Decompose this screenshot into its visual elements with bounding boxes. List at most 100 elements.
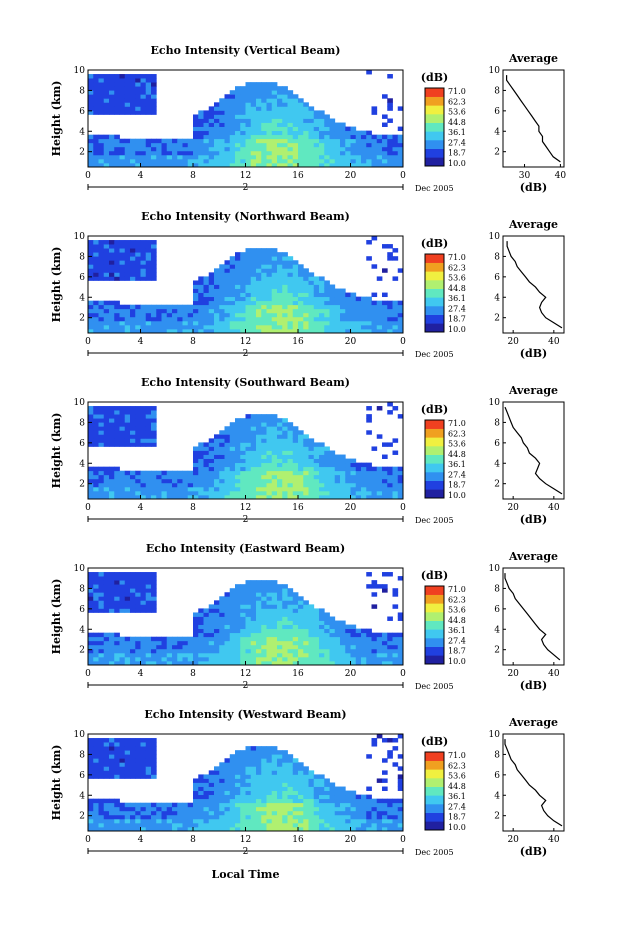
- colorbar-swatch: [425, 594, 444, 604]
- colorbar-swatch: [425, 603, 444, 613]
- colorbar-swatch: [425, 314, 444, 324]
- x-tick-label: 12: [240, 669, 251, 679]
- profile-line: [504, 406, 563, 495]
- colorbar-level: 27.4: [448, 470, 466, 479]
- colorbar-level: 27.4: [448, 304, 466, 313]
- profile-x-tick: 40: [548, 503, 560, 513]
- colorbar-swatch: [425, 655, 444, 665]
- colorbar-swatch: [425, 752, 444, 761]
- x-tick-label: 0: [400, 669, 406, 679]
- panel-title: Echo Intensity (Vertical Beam): [150, 44, 340, 57]
- profile-x-tick: 30: [519, 171, 531, 181]
- date-label: Dec 2005: [415, 848, 454, 857]
- y-tick-label: 4: [79, 459, 85, 469]
- profile-title: Average: [508, 52, 558, 65]
- colorbar-level: 36.1: [448, 792, 466, 801]
- profile-frame: [502, 733, 565, 832]
- profile-x-tick: 40: [548, 337, 560, 347]
- colorbar-swatch: [425, 646, 444, 656]
- colorbar-level: 44.8: [448, 118, 466, 127]
- panel-3: Echo Intensity (Eastward Beam) Height (km…: [50, 542, 565, 692]
- profile-y-tick: 10: [489, 66, 501, 76]
- colorbar-swatch: [425, 612, 444, 621]
- colorbar-level: 62.3: [448, 429, 466, 438]
- colorbar-level: 10.0: [448, 491, 466, 500]
- colorbar-level: 53.6: [448, 606, 466, 615]
- colorbar-swatch: [425, 821, 444, 831]
- date-label: Dec 2005: [415, 350, 454, 359]
- colorbar-swatch: [425, 489, 444, 499]
- heatmap-cells: [88, 70, 404, 168]
- colorbar-swatch: [425, 437, 444, 447]
- colorbar-swatch: [425, 323, 444, 333]
- profile-panel: Average 2 4 6 8 10 20 40(dB): [489, 384, 565, 526]
- colorbar-level: 18.7: [448, 813, 466, 822]
- x-axis-label: Local Time: [212, 868, 280, 881]
- panel-title: Echo Intensity (Southward Beam): [141, 376, 350, 389]
- y-axis-label: Height (km): [50, 745, 63, 821]
- y-tick-label: 10: [74, 66, 86, 76]
- colorbar: (dB)71.062.3 53.644.836.127.4 18.710.0: [421, 569, 466, 666]
- y-tick-label: 2: [79, 480, 85, 490]
- x-tick-label: 4: [138, 835, 144, 845]
- y-tick-label: 8: [79, 418, 85, 428]
- colorbar-level: 10.0: [448, 823, 466, 832]
- y-tick-label: 6: [79, 439, 85, 449]
- profile-y-tick: 6: [494, 771, 500, 781]
- profile-x-tick: 20: [507, 669, 519, 679]
- colorbar-level: 36.1: [448, 626, 466, 635]
- y-tick-label: 8: [79, 86, 85, 96]
- profile-x-label: (dB): [520, 513, 547, 526]
- y-tick-label: 10: [74, 730, 86, 740]
- x-tick-label: 12: [240, 503, 251, 513]
- colorbar-swatch: [425, 472, 444, 481]
- colorbar-level: 27.4: [448, 636, 466, 645]
- colorbar-level: 36.1: [448, 460, 466, 469]
- profile-y-tick: 2: [494, 314, 500, 324]
- colorbar-level: 36.1: [448, 294, 466, 303]
- profile-y-tick: 8: [494, 252, 500, 262]
- panel-title: Echo Intensity (Eastward Beam): [146, 542, 345, 555]
- colorbar-level: 44.8: [448, 450, 466, 459]
- day-marker: 2: [243, 515, 249, 525]
- y-tick-label: 8: [79, 750, 85, 760]
- colorbar-level: 18.7: [448, 481, 466, 490]
- colorbar: (dB)71.062.3 53.644.836.127.4 18.710.0: [421, 237, 466, 334]
- y-tick-label: 4: [79, 791, 85, 801]
- profile-x-tick: 40: [548, 669, 560, 679]
- profile-x-label: (dB): [520, 679, 547, 692]
- x-tick-label: 0: [85, 337, 91, 347]
- profile-y-tick: 2: [494, 148, 500, 158]
- y-tick-label: 8: [79, 252, 85, 262]
- x-tick-label: 0: [85, 669, 91, 679]
- y-axis-label: Height (km): [50, 413, 63, 489]
- profile-frame: [502, 401, 565, 500]
- profile-y-tick: 6: [494, 605, 500, 615]
- colorbar-level: 36.1: [448, 128, 466, 137]
- y-axis-label: Height (km): [50, 81, 63, 157]
- profile-y-tick: 10: [489, 730, 501, 740]
- x-tick-label: 20: [345, 337, 357, 347]
- profile-y-tick: 8: [494, 584, 500, 594]
- x-tick-label: 8: [190, 337, 196, 347]
- colorbar-swatch: [425, 148, 444, 158]
- colorbar-level: 53.6: [448, 108, 466, 117]
- x-tick-label: 0: [400, 835, 406, 845]
- profile-line: [506, 75, 561, 163]
- colorbar-level: 27.4: [448, 138, 466, 147]
- profile-line: [506, 241, 563, 329]
- profile-title: Average: [508, 384, 558, 397]
- colorbar-swatch: [425, 586, 444, 595]
- profile-x-tick: 20: [507, 835, 519, 845]
- profile-frame: [502, 567, 565, 666]
- x-tick-label: 0: [400, 171, 406, 181]
- colorbar-level: 53.6: [448, 440, 466, 449]
- colorbar-swatch: [425, 786, 444, 796]
- colorbar-swatch: [425, 105, 444, 115]
- profile-frame: [502, 235, 565, 334]
- colorbar-swatch: [425, 306, 444, 315]
- colorbar-swatch: [425, 297, 444, 307]
- y-tick-label: 6: [79, 605, 85, 615]
- profile-x-label: (dB): [520, 181, 547, 194]
